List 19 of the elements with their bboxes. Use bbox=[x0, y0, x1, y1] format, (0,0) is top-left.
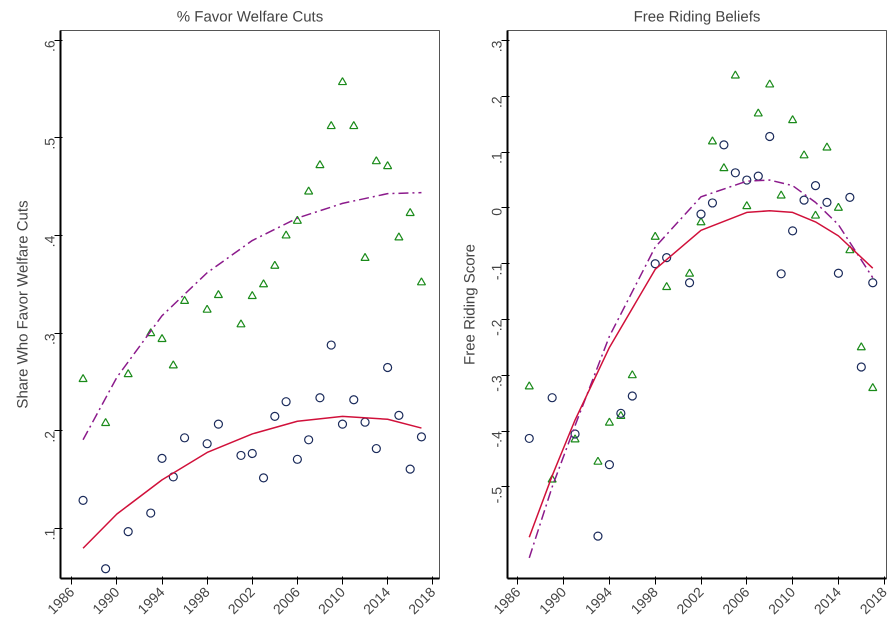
y-tick-label: -.2 bbox=[488, 319, 504, 336]
y-tick-label: -.4 bbox=[488, 430, 504, 448]
y-tick-label: .6 bbox=[42, 40, 58, 52]
y-tick-label: .3 bbox=[488, 40, 504, 52]
y-tick-label: .5 bbox=[42, 138, 58, 150]
y-tick-label: -.1 bbox=[488, 264, 504, 280]
y-tick-label: .4 bbox=[42, 235, 58, 248]
y-tick-label: .1 bbox=[488, 152, 504, 164]
chart-title: Free Riding Beliefs bbox=[634, 8, 760, 26]
y-tick-label: .2 bbox=[488, 96, 504, 108]
y-axis-title: Free Riding Score bbox=[462, 244, 478, 365]
y-tick-label: -.5 bbox=[488, 486, 504, 504]
y-tick-label: .3 bbox=[42, 333, 58, 345]
chart-title: % Favor Welfare Cuts bbox=[176, 8, 324, 26]
y-tick-label: .2 bbox=[42, 430, 58, 443]
y-tick-label: 0 bbox=[488, 208, 504, 216]
y-axis-title: Share Who Favor Welfare Cuts bbox=[14, 200, 32, 409]
y-tick-label: -.3 bbox=[488, 375, 504, 392]
y-tick-label: .1 bbox=[42, 528, 58, 540]
